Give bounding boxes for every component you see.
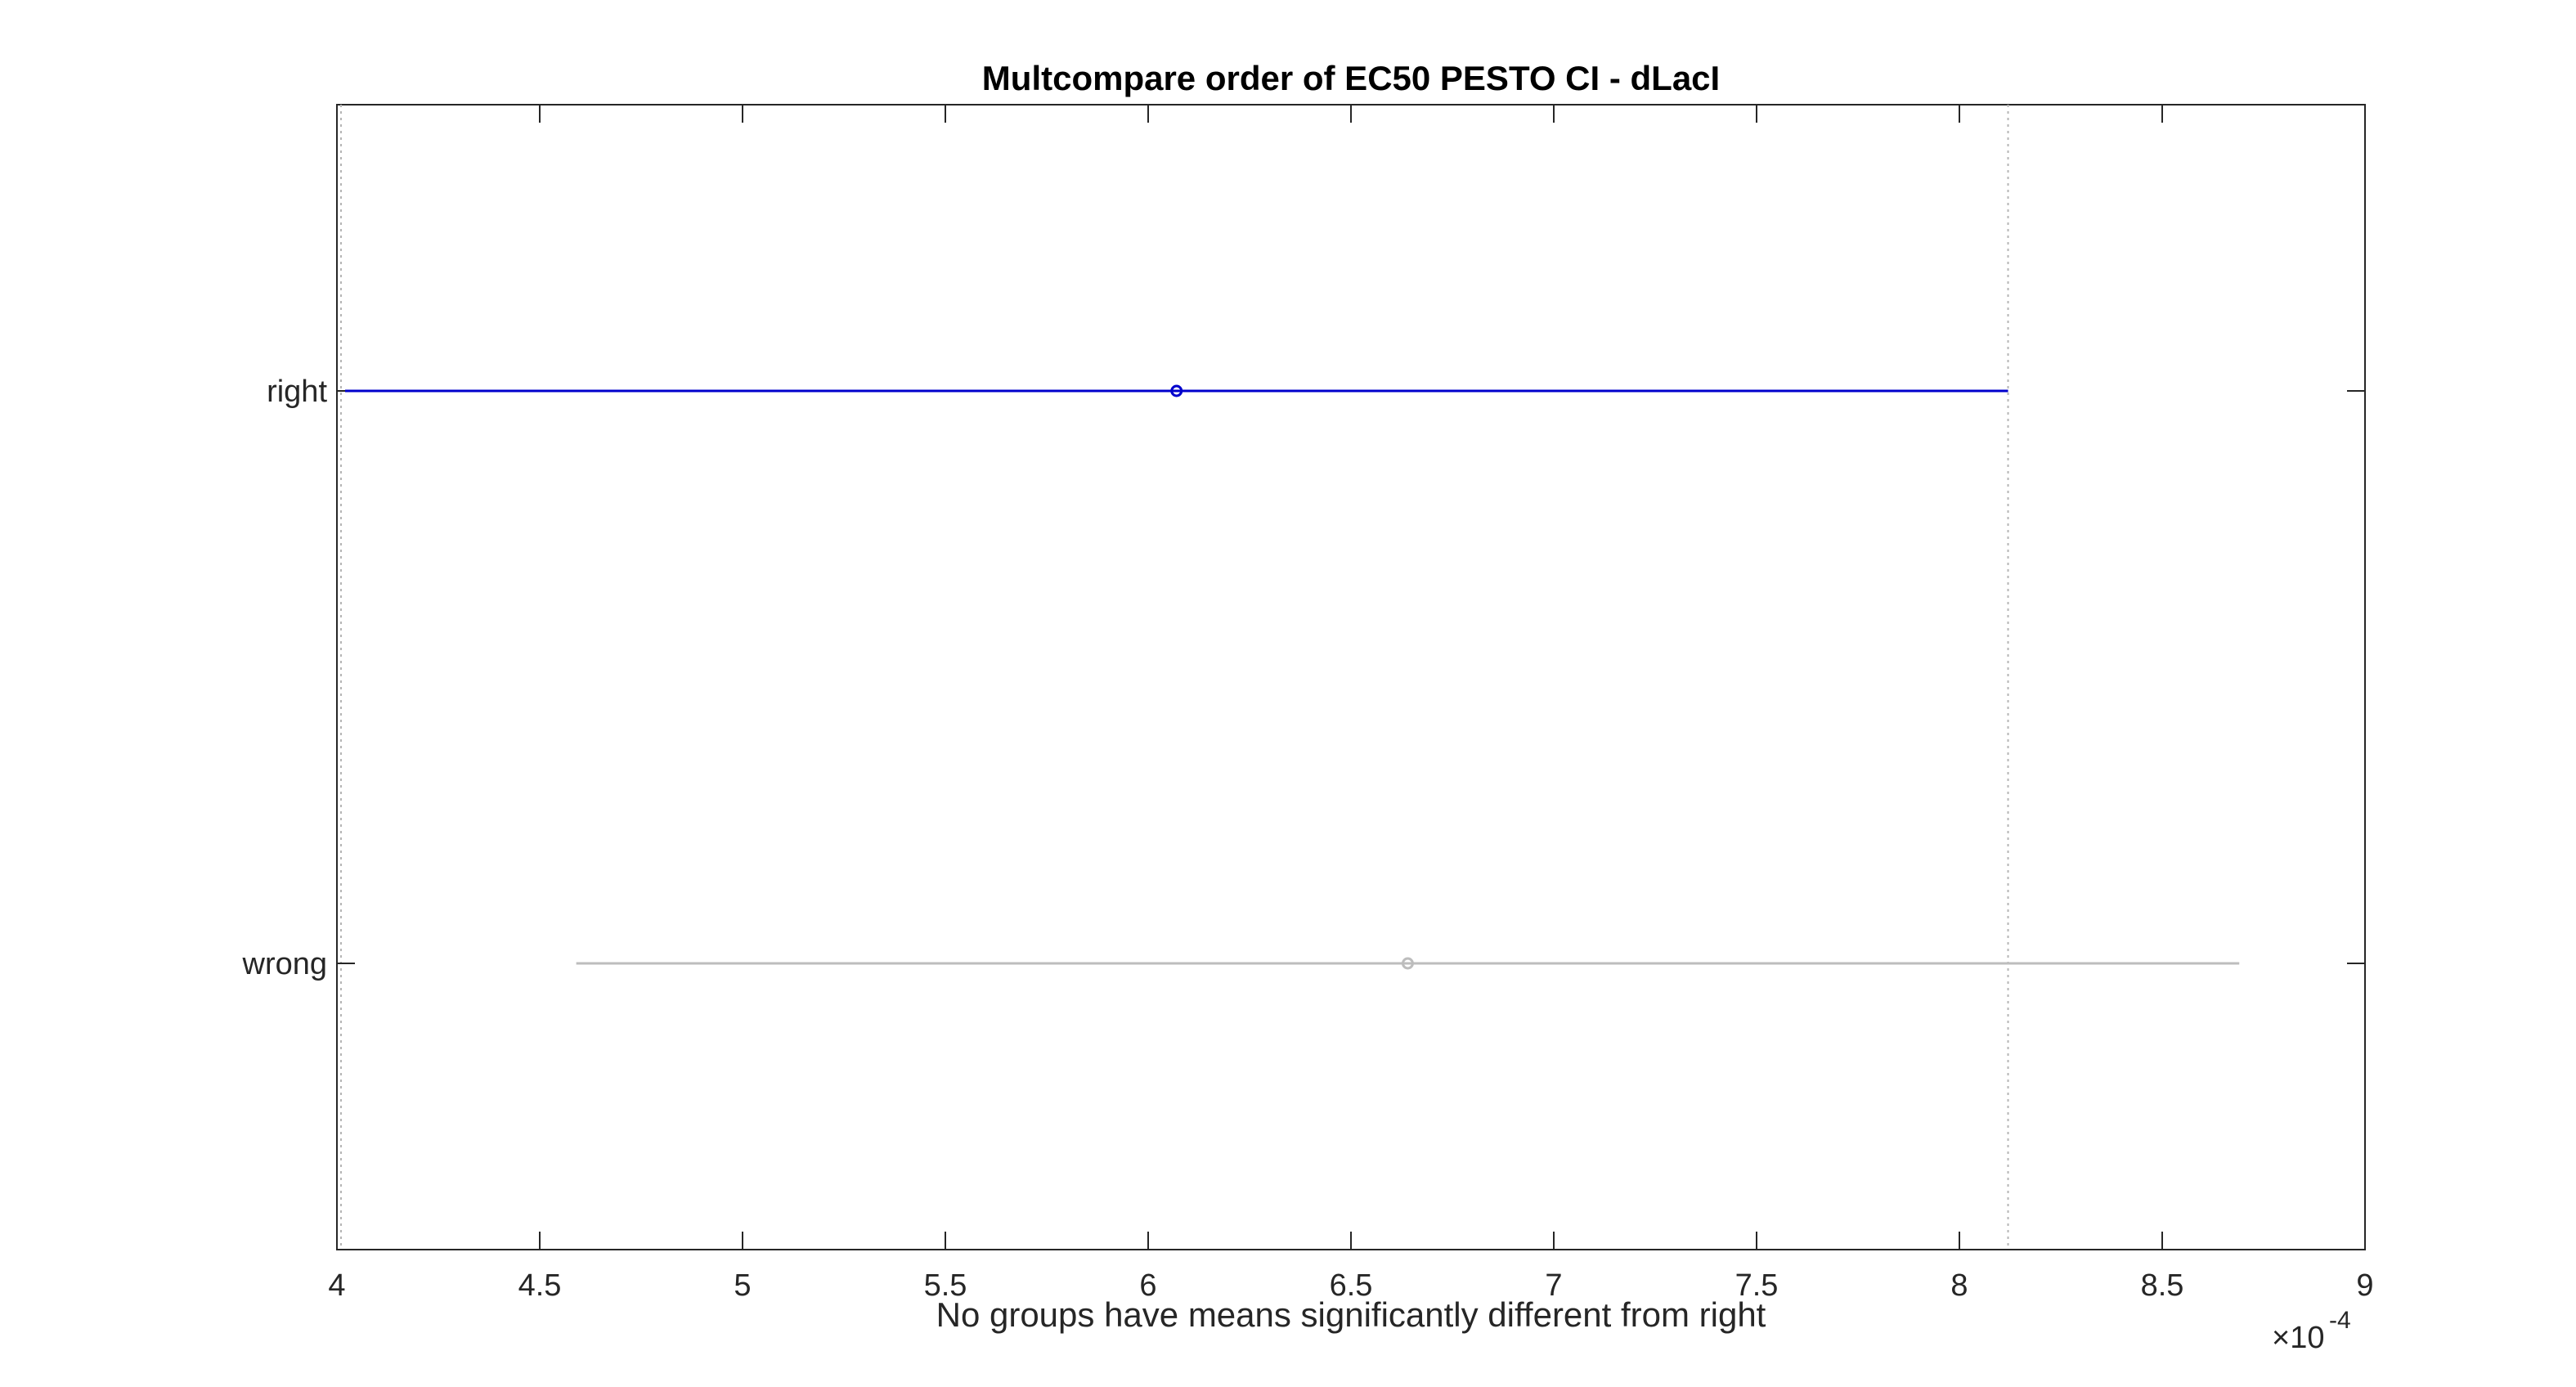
x-multiplier: ×10 -4 xyxy=(2272,1307,2351,1355)
chart-title: Multcompare order of EC50 PESTO CI - dLa… xyxy=(982,59,1720,97)
svg-text:×10: ×10 xyxy=(2272,1321,2324,1355)
x-tick-label: 6.5 xyxy=(1330,1268,1373,1303)
x-axis-label: No groups have means significantly diffe… xyxy=(936,1295,1766,1334)
x-tick-label: 8 xyxy=(1950,1268,1968,1303)
x-tick-label: 6 xyxy=(1139,1268,1156,1303)
x-tick-label: 7 xyxy=(1545,1268,1562,1303)
x-tick-label: 7.5 xyxy=(1735,1268,1779,1303)
mean-marker-wrong xyxy=(1401,957,1414,970)
x-multiplier-exponent: -4 xyxy=(2329,1307,2351,1334)
x-tick-label: 5.5 xyxy=(924,1268,967,1303)
x-tick-label: 8.5 xyxy=(2141,1268,2184,1303)
x-tick-label: 4.5 xyxy=(518,1268,562,1303)
y-tick-label: right xyxy=(267,375,327,409)
x-multiplier-base: ×10 xyxy=(2272,1321,2324,1355)
x-tick-label: 4 xyxy=(328,1268,345,1303)
x-tick-label: 5 xyxy=(734,1268,751,1303)
axes-box xyxy=(336,104,2366,1250)
x-tick-label: 9 xyxy=(2356,1268,2373,1303)
mean-marker-right xyxy=(1170,384,1183,397)
plot-area: 4 4.5 5 5.5 6 6.5 7 7.5 8 8.5 9 right wrong xyxy=(242,104,2374,1303)
y-tick-label: wrong xyxy=(242,947,328,981)
